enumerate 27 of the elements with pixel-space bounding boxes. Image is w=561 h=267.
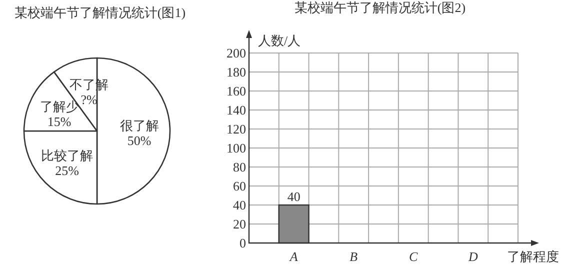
x-axis-title: 了解程度 xyxy=(507,249,559,264)
data-label: 40 xyxy=(287,189,300,204)
chart-title: 某校端午节了解情况统计(图1) xyxy=(14,5,186,20)
x-tick-label: A xyxy=(288,249,298,264)
y-tick-label: 40 xyxy=(233,198,246,212)
chart-title: 某校端午节了解情况统计(图2) xyxy=(294,0,466,15)
x-tick-label: B xyxy=(350,249,358,264)
slice-label: 比较了解 xyxy=(41,148,94,163)
y-tick-label: 20 xyxy=(233,216,246,232)
y-tick-label: 100 xyxy=(226,140,246,156)
data-label: 25% xyxy=(55,162,80,178)
y-tick-label: 200 xyxy=(226,46,246,60)
slice-label: 了解少 xyxy=(40,98,79,114)
y-tick-label: 120 xyxy=(226,122,246,136)
data-label: 50% xyxy=(127,133,152,148)
x-tick-label: D xyxy=(467,249,478,264)
y-tick-label: 80 xyxy=(233,160,246,174)
y-tick-label: 140 xyxy=(226,102,246,118)
y-axis-title: 人数/人 xyxy=(258,33,301,48)
slice-label: 很了解 xyxy=(120,118,159,133)
x-tick-label: C xyxy=(409,249,418,264)
y-tick-label: 160 xyxy=(226,84,246,98)
data-label: ?% xyxy=(80,92,98,107)
y-tick-label: 60 xyxy=(233,178,246,194)
data-label: 15% xyxy=(47,114,72,129)
y-tick-label: 0 xyxy=(240,236,246,250)
y-tick-label: 180 xyxy=(226,64,246,80)
